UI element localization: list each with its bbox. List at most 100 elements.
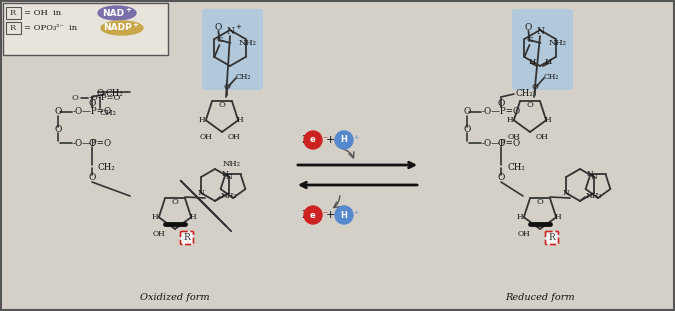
Text: O: O <box>54 126 61 134</box>
Text: CH₂: CH₂ <box>106 90 124 99</box>
Text: H: H <box>544 58 551 66</box>
Text: O: O <box>88 138 96 147</box>
Text: H: H <box>198 116 205 124</box>
Text: -O—P=O: -O—P=O <box>482 138 521 147</box>
Text: H: H <box>341 211 348 220</box>
Text: OH: OH <box>200 133 213 141</box>
Text: R: R <box>549 234 556 243</box>
Text: OH: OH <box>227 133 240 141</box>
Text: -O-P=O: -O-P=O <box>89 94 122 102</box>
Text: O: O <box>219 101 225 109</box>
Text: R: R <box>10 24 16 32</box>
Text: H: H <box>555 213 562 221</box>
Text: H: H <box>341 136 348 145</box>
Text: NH₂: NH₂ <box>238 39 256 47</box>
Text: ⁺: ⁺ <box>353 135 358 145</box>
FancyBboxPatch shape <box>180 231 194 244</box>
Text: CH₂: CH₂ <box>98 164 115 173</box>
Text: NH₂: NH₂ <box>223 160 241 168</box>
FancyBboxPatch shape <box>3 3 168 55</box>
Text: NH₂: NH₂ <box>221 192 238 200</box>
Text: C: C <box>526 36 533 44</box>
Text: O: O <box>463 126 470 134</box>
Text: CH₂: CH₂ <box>544 73 560 81</box>
Text: Oxidized form: Oxidized form <box>140 294 210 303</box>
Text: R: R <box>184 234 190 243</box>
Text: O: O <box>54 108 61 117</box>
Text: O: O <box>215 22 222 31</box>
Text: ⁻: ⁻ <box>322 135 327 145</box>
Text: +: + <box>235 24 241 30</box>
Text: e: e <box>310 211 316 220</box>
Text: CH₂: CH₂ <box>508 164 526 173</box>
Circle shape <box>304 131 322 149</box>
Text: N: N <box>198 189 205 197</box>
Text: N: N <box>536 26 544 35</box>
Text: NH₂: NH₂ <box>548 39 566 47</box>
Circle shape <box>304 206 322 224</box>
Text: O: O <box>537 198 543 206</box>
Text: O: O <box>524 22 532 31</box>
Text: O: O <box>223 83 230 91</box>
Text: N: N <box>591 173 597 181</box>
Circle shape <box>335 131 353 149</box>
Text: CH₂: CH₂ <box>515 90 533 99</box>
Ellipse shape <box>101 21 143 35</box>
Text: N: N <box>225 173 232 181</box>
Text: O: O <box>88 174 96 183</box>
Text: +: + <box>132 22 138 28</box>
Text: N: N <box>587 170 594 179</box>
Text: R: R <box>10 9 16 17</box>
Text: O: O <box>97 89 104 98</box>
Text: -O—P=O: -O—P=O <box>73 138 112 147</box>
Text: = OH  in: = OH in <box>24 9 61 17</box>
Text: e: e <box>310 136 316 145</box>
Text: -O—P=O: -O—P=O <box>73 108 112 117</box>
Text: OH: OH <box>153 230 165 238</box>
FancyBboxPatch shape <box>202 9 263 90</box>
Text: Reduced form: Reduced form <box>505 294 575 303</box>
Text: H: H <box>529 58 536 66</box>
Text: = OPO₃²⁻  in: = OPO₃²⁻ in <box>24 24 77 32</box>
Text: H: H <box>545 116 551 124</box>
Text: O: O <box>497 99 505 108</box>
Text: OH: OH <box>518 230 531 238</box>
Text: C: C <box>216 36 223 44</box>
Text: CH₂: CH₂ <box>100 109 117 117</box>
Text: NAD: NAD <box>102 8 124 17</box>
Text: -O—P=O: -O—P=O <box>482 108 521 117</box>
Text: CH₂: CH₂ <box>236 73 251 81</box>
Text: H: H <box>190 213 196 221</box>
Text: OH: OH <box>536 133 548 141</box>
Text: H: H <box>152 213 159 221</box>
Text: +: + <box>325 135 335 145</box>
Text: 2: 2 <box>302 210 308 220</box>
Text: H: H <box>516 213 523 221</box>
Text: ⁻: ⁻ <box>322 210 327 220</box>
Text: O: O <box>72 94 78 102</box>
Text: OH: OH <box>508 133 520 141</box>
Text: ⁺: ⁺ <box>353 210 358 220</box>
Ellipse shape <box>98 6 136 20</box>
Text: H: H <box>237 116 243 124</box>
Text: O: O <box>463 108 470 117</box>
Text: O: O <box>171 198 178 206</box>
Text: O: O <box>88 99 96 108</box>
Circle shape <box>335 206 353 224</box>
Text: N: N <box>563 189 570 197</box>
Text: NADP: NADP <box>104 24 132 33</box>
Text: O: O <box>497 138 505 147</box>
Text: +: + <box>125 7 131 13</box>
Text: H: H <box>507 116 513 124</box>
Text: 2: 2 <box>302 135 308 145</box>
FancyBboxPatch shape <box>5 7 20 18</box>
Text: NH₂: NH₂ <box>586 192 602 200</box>
FancyBboxPatch shape <box>5 21 20 34</box>
Text: N: N <box>222 170 229 179</box>
Text: O: O <box>497 174 505 183</box>
FancyBboxPatch shape <box>512 9 573 90</box>
Text: +: + <box>325 210 335 220</box>
Text: N: N <box>226 26 234 35</box>
FancyBboxPatch shape <box>545 231 558 244</box>
Text: O: O <box>526 101 533 109</box>
